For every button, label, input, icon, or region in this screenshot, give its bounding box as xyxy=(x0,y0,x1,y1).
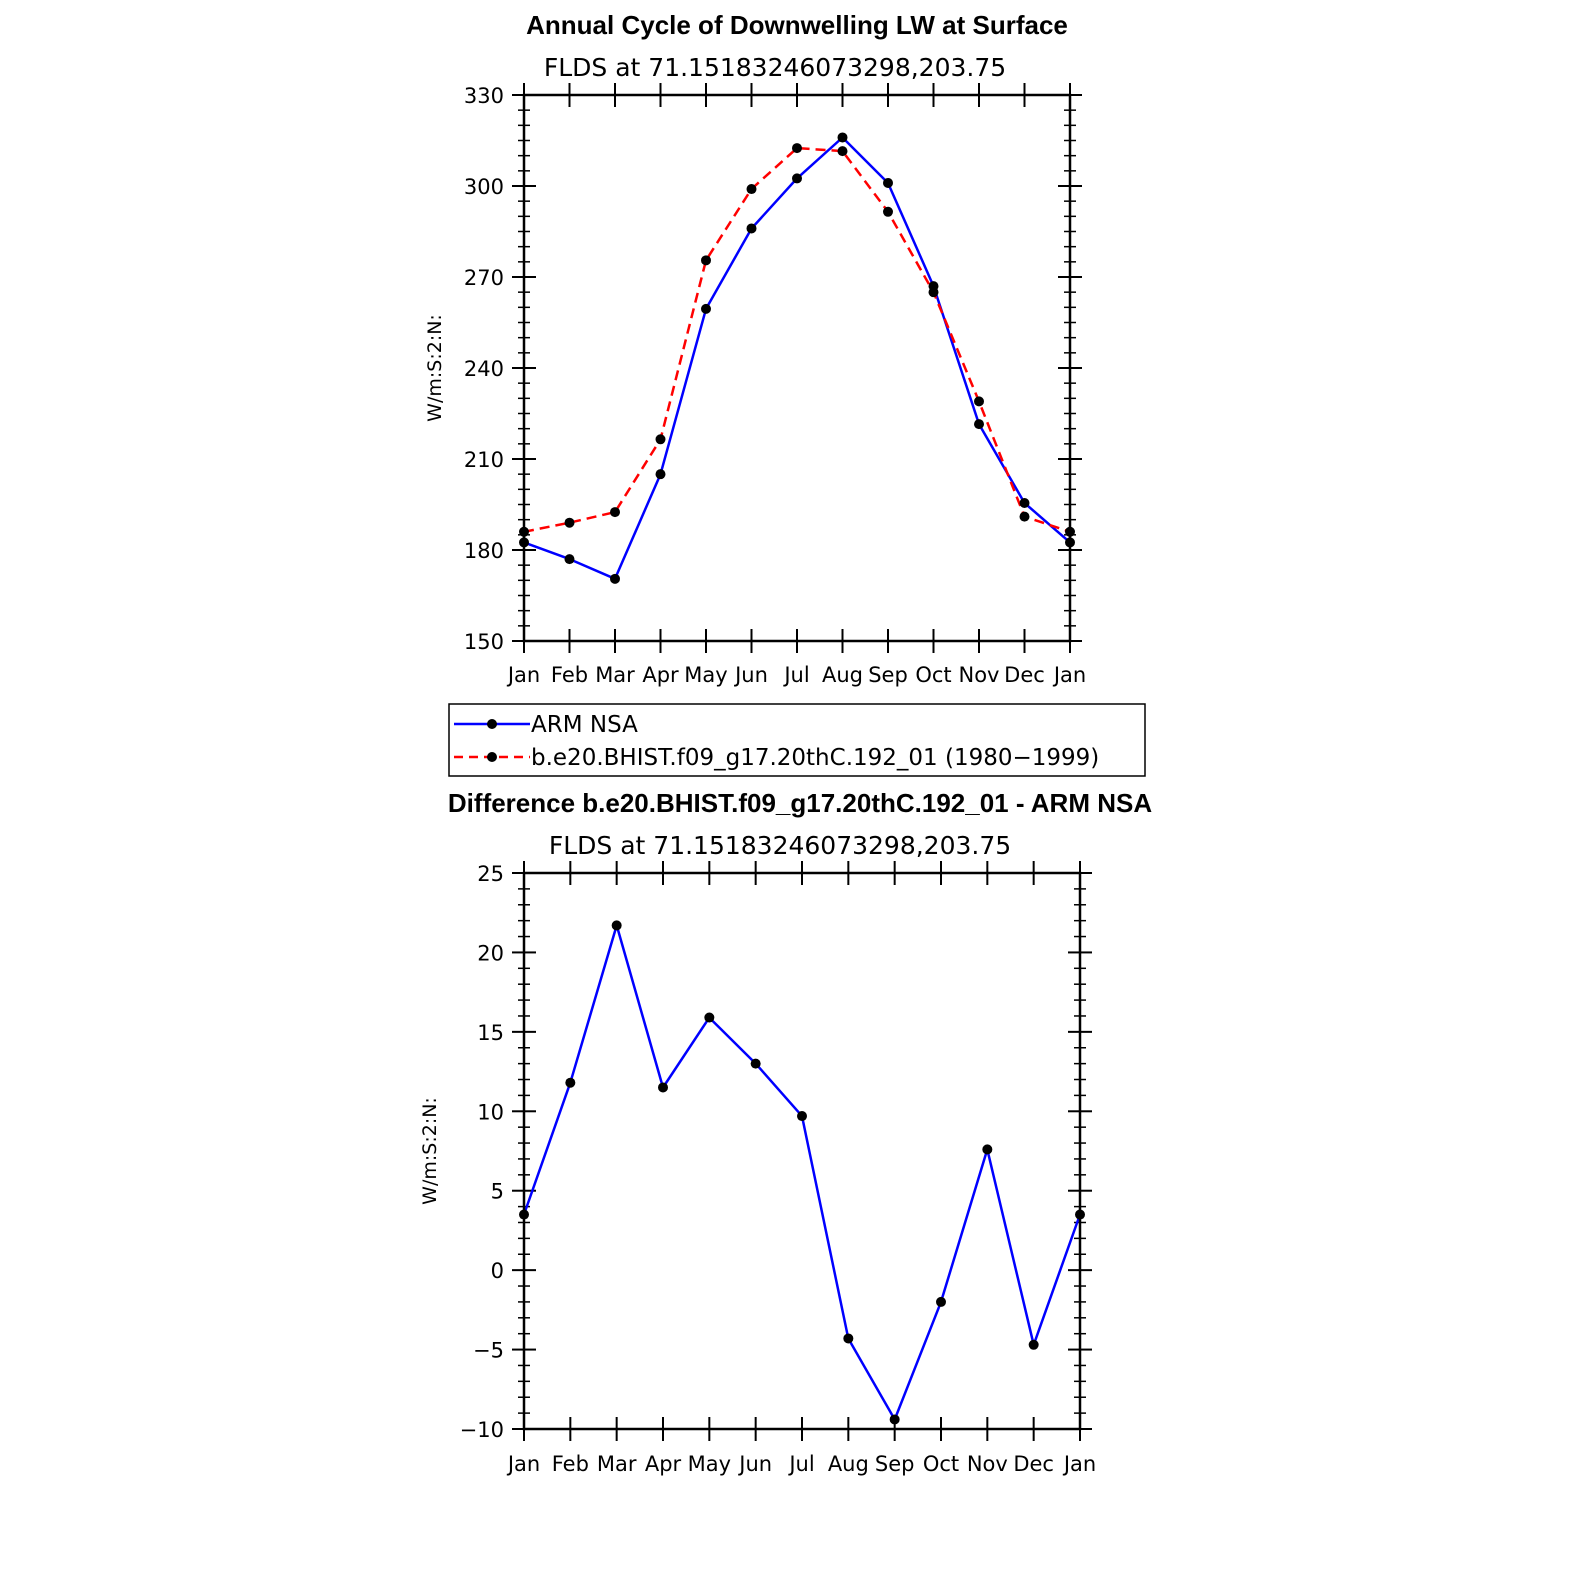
data-point xyxy=(982,1144,993,1155)
x-tick-label: Nov xyxy=(967,1452,1008,1476)
x-tick-label: Feb xyxy=(552,1452,589,1476)
y-tick-label: 270 xyxy=(464,266,504,290)
legend-entry-arm-nsa: ARM NSA xyxy=(454,712,638,738)
data-point xyxy=(610,573,620,584)
x-tick-label: Oct xyxy=(915,663,951,687)
y-tick-label: 180 xyxy=(464,539,504,563)
x-tick-label: Sep xyxy=(868,663,908,687)
x-tick-label: Mar xyxy=(595,663,635,687)
x-tick-label: Sep xyxy=(875,1452,915,1476)
x-tick-label: Aug xyxy=(822,663,863,687)
data-point xyxy=(843,1333,854,1344)
y-axis-label: W/m:S:2:N: xyxy=(419,1097,441,1205)
plot-frame xyxy=(522,93,1072,643)
x-tick-label: Jun xyxy=(737,1452,772,1476)
y-tick-label: −5 xyxy=(473,1339,504,1363)
legend-label: ARM NSA xyxy=(531,712,638,738)
x-tick-label: Jul xyxy=(782,663,809,687)
y-tick-label: 210 xyxy=(464,448,504,472)
data-point xyxy=(936,1296,946,1307)
data-point xyxy=(928,287,939,298)
series-line xyxy=(522,924,1082,1421)
y-tick-label: −10 xyxy=(460,1418,504,1442)
x-tick-label: Apr xyxy=(642,663,679,687)
x-tick-label: Apr xyxy=(645,1452,682,1476)
x-tick-label: May xyxy=(684,663,727,687)
legend: ARM NSA b.e20.BHIST.f09_g17.20thC.192_01… xyxy=(448,703,1146,777)
legend-label: b.e20.BHIST.f09_g17.20thC.192_01 (1980−1… xyxy=(531,745,1099,771)
data-point xyxy=(974,396,984,407)
data-point xyxy=(792,173,802,184)
y-tick-label: 300 xyxy=(464,175,504,199)
data-point xyxy=(701,255,711,266)
y-tick-label: 330 xyxy=(464,84,504,108)
data-point xyxy=(1019,511,1030,522)
data-point xyxy=(837,132,848,143)
data-point xyxy=(974,419,984,430)
x-tick-label: Dec xyxy=(1013,1452,1054,1476)
data-point xyxy=(564,554,575,565)
x-tick-label: Feb xyxy=(551,663,588,687)
data-point xyxy=(750,1058,761,1069)
x-tick-label: Aug xyxy=(828,1452,869,1476)
x-tick-label: Dec xyxy=(1004,663,1045,687)
chart-title: Difference b.e20.BHIST.f09_g17.20thC.192… xyxy=(448,788,1152,818)
x-tick-label: Jan xyxy=(1052,663,1086,687)
y-tick-label: 5 xyxy=(491,1180,504,1204)
data-point xyxy=(1028,1339,1039,1350)
data-point xyxy=(658,1082,668,1093)
plot-frame xyxy=(522,871,1082,1431)
x-tick-label: Jan xyxy=(506,663,540,687)
x-tick-label: May xyxy=(688,1452,731,1476)
data-point xyxy=(565,1077,576,1088)
data-point xyxy=(746,223,757,234)
y-tick-label: 150 xyxy=(464,630,504,654)
x-tick-label: Nov xyxy=(959,663,1000,687)
y-axis-label: W/m:S:2:N: xyxy=(424,314,446,422)
y-tick-label: 0 xyxy=(491,1259,504,1283)
x-tick-label: Mar xyxy=(597,1452,637,1476)
data-point xyxy=(564,517,575,528)
data-point xyxy=(746,184,757,195)
data-point xyxy=(837,146,848,157)
legend-box xyxy=(448,703,1146,777)
x-tick-label: Jun xyxy=(733,663,768,687)
data-point xyxy=(883,206,893,217)
legend-entry-model: b.e20.BHIST.f09_g17.20thC.192_01 (1980−1… xyxy=(454,745,1099,771)
x-tick-label: Oct xyxy=(923,1452,959,1476)
data-point xyxy=(611,920,622,931)
y-tick-label: 10 xyxy=(477,1100,504,1124)
chart-title: Annual Cycle of Downwelling LW at Surfac… xyxy=(526,10,1068,40)
data-point xyxy=(797,1111,807,1122)
data-point xyxy=(704,1012,715,1023)
x-tick-label: Jan xyxy=(1062,1452,1096,1476)
difference-panel: Difference b.e20.BHIST.f09_g17.20thC.192… xyxy=(419,788,1152,1476)
legend-marker xyxy=(487,719,497,729)
series-line xyxy=(523,146,1071,534)
data-point xyxy=(889,1414,900,1425)
chart-subtitle: FLDS at 71.15183246073298,203.75 xyxy=(544,53,1006,82)
y-tick-label: 25 xyxy=(477,862,504,886)
data-point xyxy=(883,177,893,188)
data-point xyxy=(610,507,620,518)
x-tick-label: Jan xyxy=(506,1452,540,1476)
annual-cycle-panel: Annual Cycle of Downwelling LW at Surfac… xyxy=(424,10,1086,687)
data-point xyxy=(655,434,666,445)
legend-marker xyxy=(487,752,497,762)
y-tick-label: 15 xyxy=(477,1021,504,1045)
series-line xyxy=(523,136,1071,581)
y-tick-label: 240 xyxy=(464,357,504,381)
data-point xyxy=(1019,497,1030,508)
x-tick-label: Jul xyxy=(787,1452,814,1476)
data-point xyxy=(792,143,802,154)
data-point xyxy=(701,303,711,314)
y-tick-label: 20 xyxy=(477,941,504,965)
chart-subtitle: FLDS at 71.15183246073298,203.75 xyxy=(549,831,1011,860)
data-point xyxy=(655,469,666,480)
